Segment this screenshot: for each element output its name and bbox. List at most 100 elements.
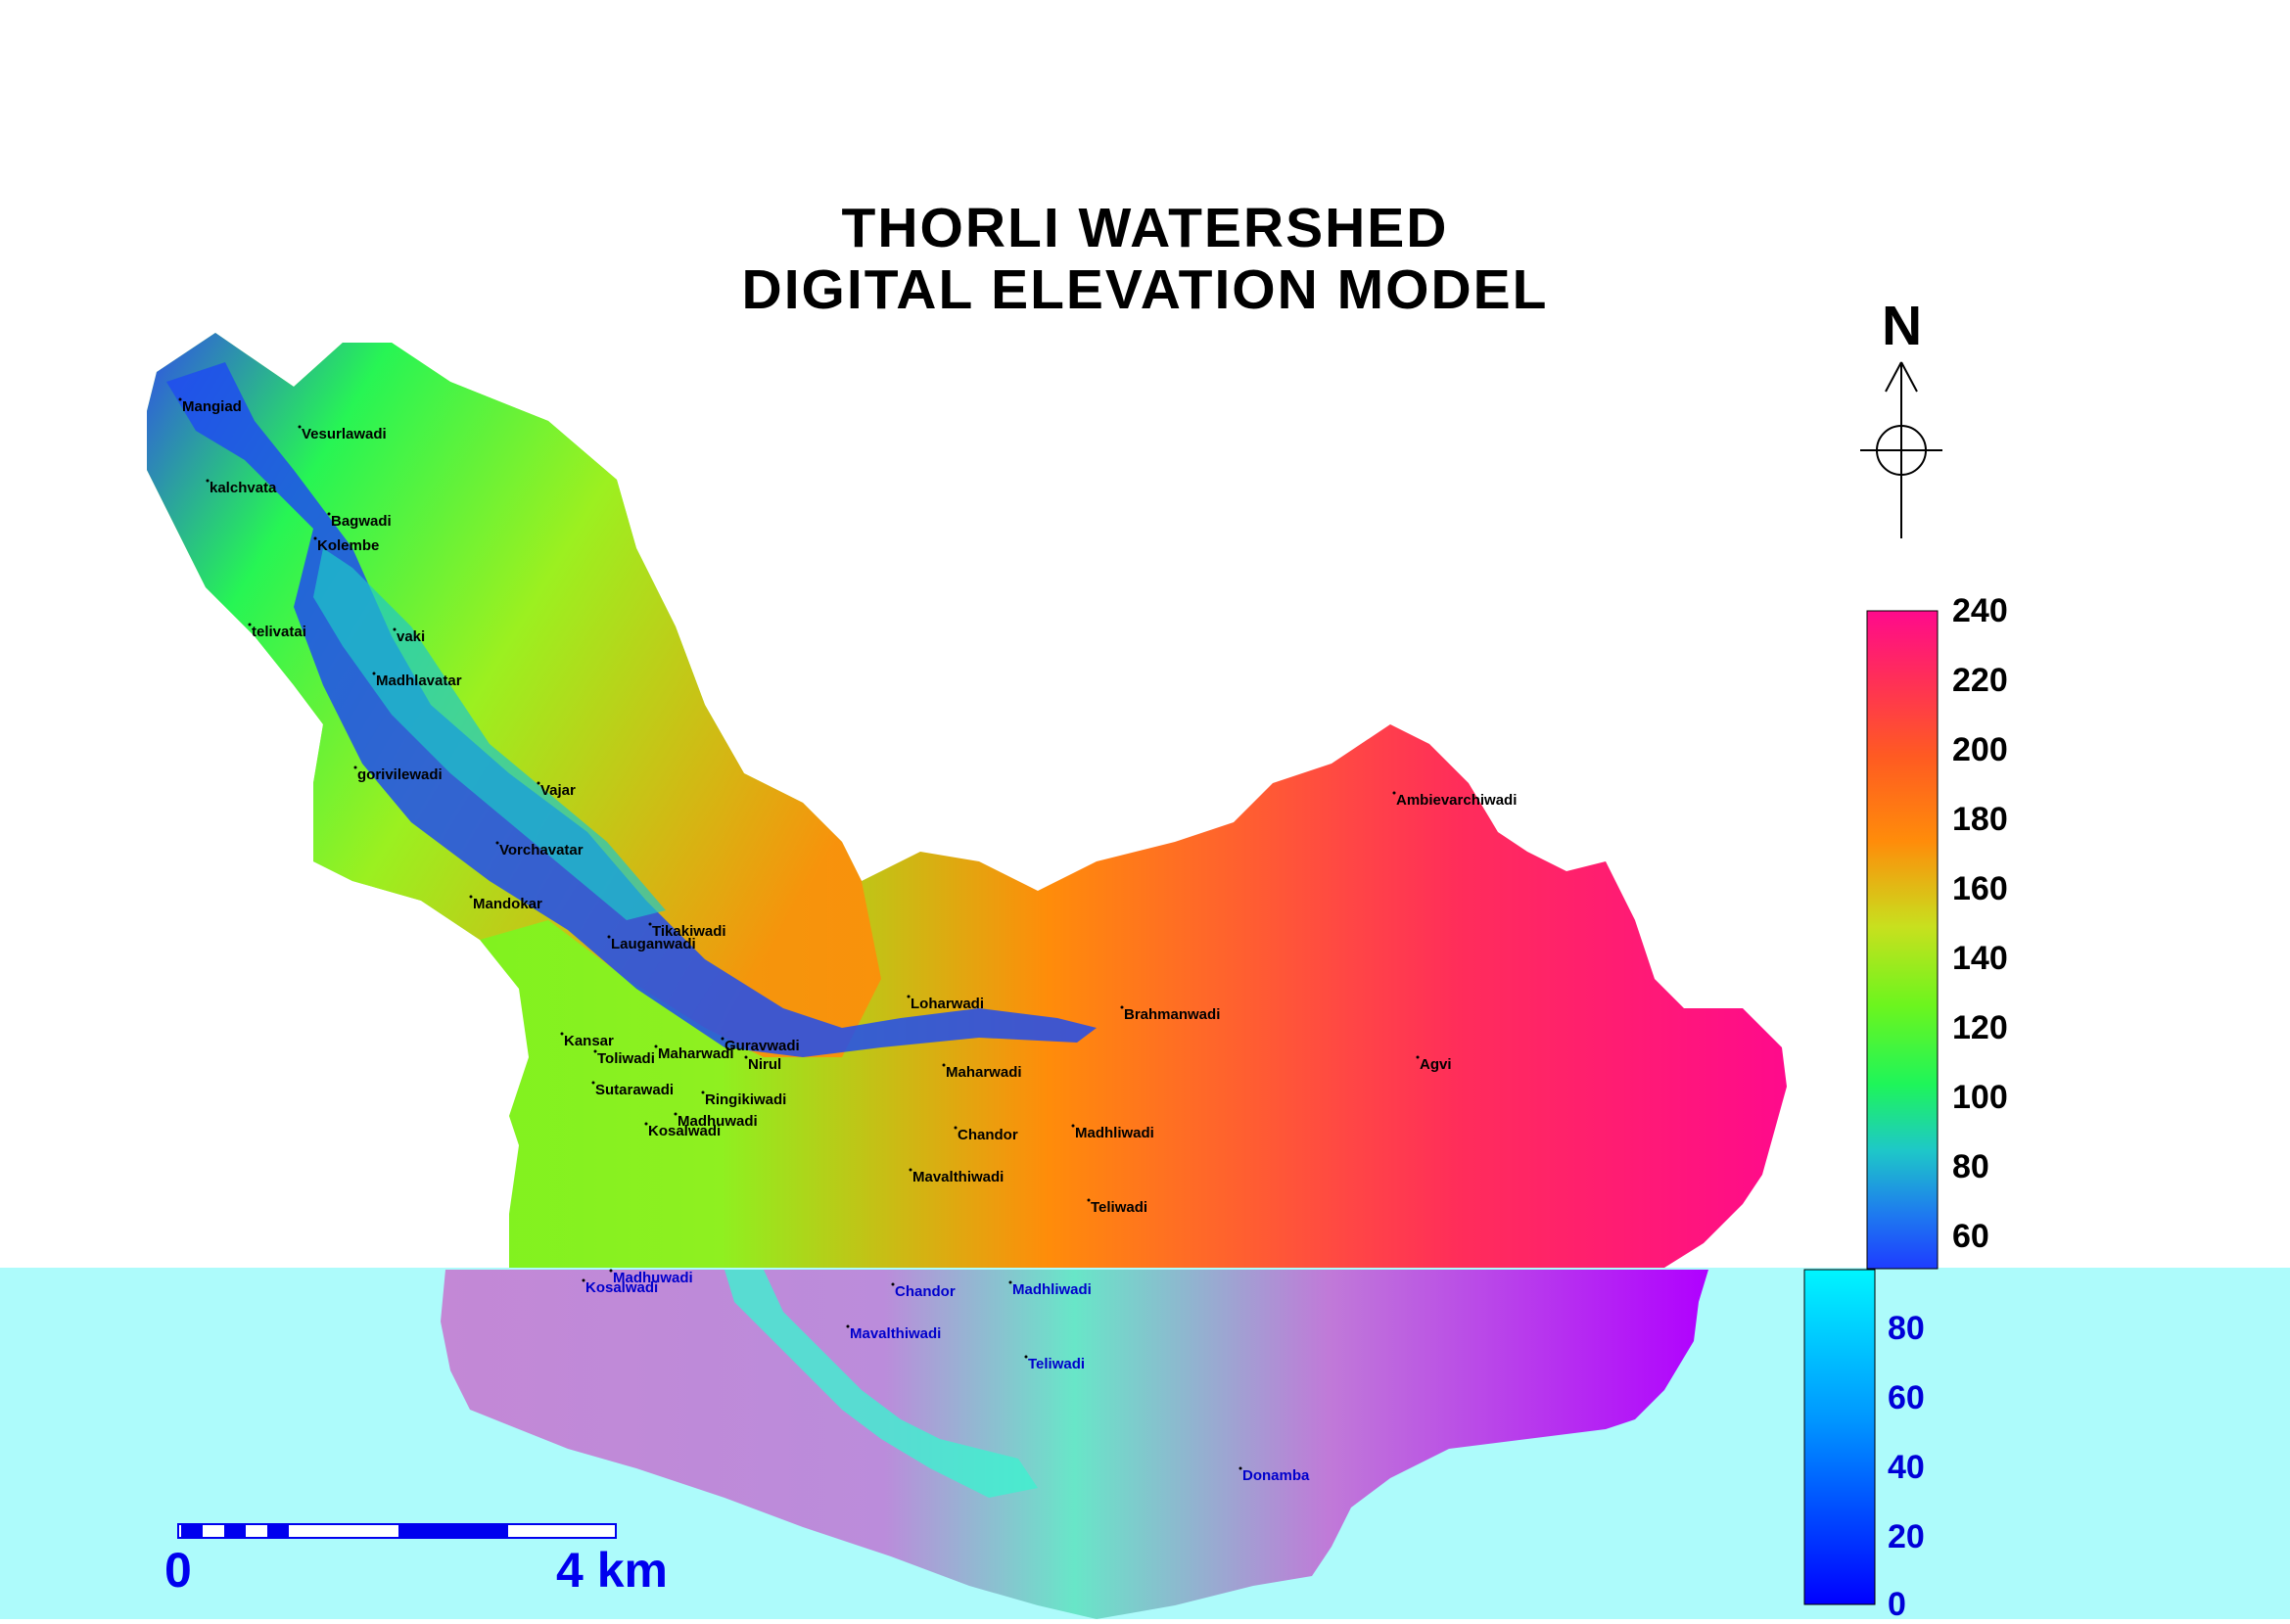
scale-bar (177, 1523, 617, 1539)
map-title-line1: THORLI WATERSHED (841, 197, 1449, 259)
map-title-line2: DIGITAL ELEVATION MODEL (741, 258, 1549, 321)
village-label-lower: Mavalthiwadi (850, 1325, 941, 1342)
scale-start-label: 0 (164, 1543, 192, 1598)
village-marker (327, 512, 331, 516)
village-marker (1087, 1198, 1091, 1202)
legend-upper-bar (1866, 610, 1939, 1270)
village-label: Kosalwadi (648, 1123, 721, 1139)
village-marker (1071, 1124, 1075, 1128)
village-marker (560, 1032, 564, 1036)
village-marker (942, 1063, 946, 1067)
lower-valley (724, 1270, 1038, 1498)
legend-tick-upper: 140 (1952, 940, 2008, 977)
village-marker (1120, 1005, 1124, 1009)
village-label: telivatai (252, 624, 306, 640)
village-label: Mavalthiwadi (912, 1169, 1004, 1185)
village-label: Teliwadi (1091, 1199, 1147, 1216)
village-marker (372, 672, 376, 675)
village-label: Madhuwadi (678, 1113, 758, 1130)
village-marker (591, 1081, 595, 1085)
village-label: Nirul (748, 1056, 781, 1073)
village-label: Lauganwadi (611, 936, 696, 952)
village-marker (648, 922, 652, 926)
legend-tick-upper: 100 (1952, 1079, 2008, 1116)
village-label: Tikakiwadi (652, 923, 726, 940)
legend-lower-bar (1803, 1269, 1876, 1605)
village-labels-upper: Mangiad Vesurlawadi kalchvata Bagwadi Kolemb… (178, 397, 1517, 1216)
village-label: Kansar (564, 1033, 614, 1049)
north-label: N (1882, 295, 1923, 357)
village-marker (609, 1269, 613, 1273)
north-arrow-icon (1860, 361, 1942, 538)
village-label: Chandor (958, 1127, 1018, 1143)
village-marker (393, 627, 397, 631)
village-marker (1008, 1280, 1012, 1284)
village-marker (495, 841, 499, 845)
village-label: Kolembe (317, 537, 379, 554)
legend-tick-lower: 40 (1888, 1449, 1925, 1486)
river-valley-detail (313, 548, 666, 920)
village-label-lower: Chandor (895, 1283, 956, 1300)
village-marker (1416, 1055, 1420, 1059)
village-marker (607, 935, 611, 939)
village-marker (891, 1282, 895, 1286)
village-label: kalchvata (210, 480, 277, 496)
village-label: Ringikiwadi (705, 1091, 786, 1108)
village-marker (469, 895, 473, 899)
village-marker (582, 1278, 585, 1282)
village-marker (1392, 791, 1396, 795)
village-marker (701, 1090, 705, 1094)
village-label: Madhliwadi (1075, 1125, 1154, 1141)
village-label: Maharwadi (658, 1045, 734, 1062)
village-label: Sutarawadi (595, 1082, 674, 1098)
village-marker (721, 1037, 724, 1041)
village-marker (954, 1126, 958, 1130)
village-label: Ambievarchiwadi (1396, 792, 1517, 809)
legend-tick-upper: 120 (1952, 1009, 2008, 1046)
village-marker (298, 425, 302, 429)
legend-tick-upper: 60 (1952, 1218, 1989, 1255)
village-marker (353, 766, 357, 769)
village-label: Brahmanwadi (1124, 1006, 1220, 1023)
village-marker (593, 1049, 597, 1053)
village-marker (909, 1168, 912, 1172)
legend-tick-upper: 80 (1952, 1148, 1989, 1185)
legend-tick-upper: 240 (1952, 592, 2008, 629)
village-label: Loharwadi (911, 996, 984, 1012)
village-label: Mandokar (473, 896, 542, 912)
legend-tick-lower: 80 (1888, 1310, 1925, 1347)
village-label: Madhlavatar (376, 673, 462, 689)
village-label: Guravwadi (724, 1038, 800, 1054)
village-label: Maharwadi (946, 1064, 1022, 1081)
village-label-lower: Kosalwadi (585, 1279, 658, 1296)
village-marker (178, 397, 182, 401)
village-marker (907, 995, 911, 998)
village-marker (674, 1112, 678, 1116)
legend-tick-upper: 180 (1952, 801, 2008, 838)
village-marker (744, 1055, 748, 1059)
village-label: Bagwadi (331, 513, 392, 530)
legend-tick-lower: 60 (1888, 1379, 1925, 1416)
village-marker (206, 479, 210, 483)
village-label: gorivilewadi (357, 766, 443, 783)
village-label-lower: Donamba (1242, 1467, 1310, 1484)
village-marker (846, 1324, 850, 1328)
village-marker (1238, 1466, 1242, 1470)
scale-end-label: 4 km (556, 1543, 668, 1598)
village-marker (248, 623, 252, 626)
lower-watershed-area (441, 1270, 1708, 1619)
village-label-lower: Madhuwadi (613, 1270, 693, 1286)
village-label: Vesurlawadi (302, 426, 387, 442)
village-marker (313, 536, 317, 540)
village-marker (537, 781, 540, 785)
village-marker (1024, 1355, 1028, 1359)
legend-tick-lower: 0 (1888, 1586, 1906, 1623)
village-label: Mangiad (182, 398, 242, 415)
legend-tick-lower: 20 (1888, 1518, 1925, 1555)
village-marker (644, 1122, 648, 1126)
village-label: Vorchavatar (499, 842, 584, 858)
village-label: vaki (397, 628, 425, 645)
village-label: Agvi (1420, 1056, 1452, 1073)
